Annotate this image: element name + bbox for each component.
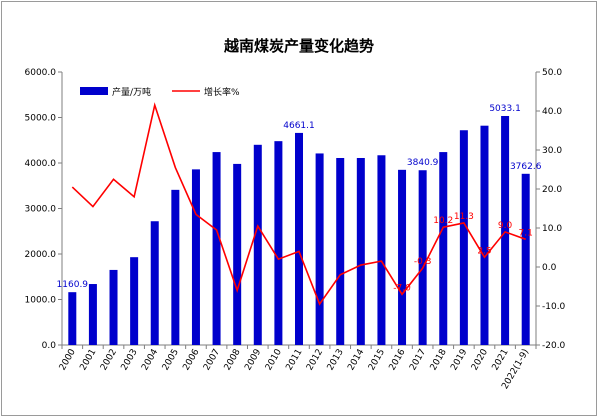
x-tick-label: 2010: [264, 347, 284, 372]
x-tick-label: 2021: [491, 347, 511, 372]
bar: [130, 257, 139, 345]
bar: [315, 153, 324, 345]
bar: [191, 169, 200, 345]
bar: [150, 221, 159, 345]
bar: [501, 115, 510, 345]
x-tick-label: 2008: [223, 347, 243, 372]
bar: [418, 170, 427, 345]
line-data-label: 9.0: [498, 221, 513, 231]
bar: [233, 163, 242, 345]
bar: [377, 155, 386, 345]
growth-line: [71, 102, 526, 306]
bar: [109, 269, 118, 345]
y-left-tick-label: 6000.0: [25, 68, 57, 78]
bar-data-label: 4661.1: [283, 121, 315, 131]
y-right-tick-label: 40.0: [542, 107, 562, 117]
bar: [274, 141, 283, 345]
x-tick-label: 2007: [202, 348, 222, 373]
bar-data-label: 5033.1: [489, 104, 521, 114]
bar-series: [68, 115, 530, 345]
x-tick-label: 2000: [58, 347, 78, 372]
x-tick-label: 2001: [78, 348, 98, 373]
legend-swatch-bar: [80, 87, 108, 95]
line-data-label: 11.3: [454, 212, 474, 222]
bar-data-label: 1160.9: [57, 280, 89, 290]
x-tick-label: 2009: [243, 347, 263, 372]
x-tick-label: 2015: [367, 348, 387, 373]
line-data-label: 10.2: [433, 216, 453, 226]
y-right-tick-label: -20.0: [542, 341, 566, 351]
bar: [398, 169, 407, 345]
x-tick-label: 2012: [305, 348, 325, 373]
legend-label-production: 产量/万吨: [112, 86, 151, 98]
bar: [459, 130, 468, 345]
bar: [439, 152, 448, 345]
x-tick-label: 2018: [429, 347, 449, 372]
bar: [68, 292, 77, 345]
legend: 产量/万吨 增长率%: [80, 86, 240, 98]
x-tick-label: 2019: [449, 347, 469, 372]
y-left-tick-label: 4000.0: [25, 159, 57, 169]
bar: [88, 284, 97, 345]
line-series: [71, 102, 526, 306]
x-tick-label: 2011: [284, 348, 304, 373]
data-labels: 1160.9 4661.1 3840.9 5033.1 3762.6 -7.0 -0.3 10…: [57, 104, 542, 293]
bar: [356, 157, 365, 345]
line-data-label: -7.0: [393, 283, 411, 293]
x-tick-label: 2014: [346, 347, 366, 372]
y-left-tick-label: 1000.0: [25, 296, 57, 306]
line-data-label: 2.5: [477, 246, 491, 256]
bar: [336, 157, 345, 345]
x-tick-label: 2004: [140, 347, 160, 372]
x-tick-label: 2016: [388, 347, 408, 372]
bar: [521, 173, 530, 345]
y-right-tick-label: 50.0: [542, 68, 562, 78]
bar-data-label: 3762.6: [510, 162, 542, 172]
y-right-tick-label: 30.0: [542, 146, 562, 156]
x-tick-label: 2002: [99, 348, 119, 373]
legend-label-growth: 增长率%: [204, 86, 240, 98]
y-left-tick-label: 3000.0: [25, 205, 57, 215]
y-right-tick-label: 0.0: [542, 263, 557, 273]
y-left-tick-label: 0.0: [42, 341, 57, 351]
bar: [212, 152, 221, 345]
y-right-tick-label: -10.0: [542, 302, 566, 312]
bar: [295, 132, 303, 345]
x-tick-label: 2003: [120, 348, 140, 373]
line-data-label: 7.1: [519, 228, 533, 238]
x-tick-label: 2005: [161, 348, 181, 373]
bar: [253, 144, 262, 345]
line-data-label: -0.3: [414, 257, 432, 267]
y-left-tick-label: 2000.0: [25, 250, 57, 260]
y-right-tick-label: 10.0: [542, 224, 562, 234]
x-tick-label: 2020: [470, 347, 490, 372]
y-left-tick-label: 5000.0: [25, 114, 57, 124]
chart-title: 越南煤炭产量变化趋势: [223, 37, 374, 55]
x-tick-label: 2017: [408, 348, 428, 373]
bar: [480, 125, 489, 345]
x-tick-label: 2013: [326, 348, 346, 373]
bar-data-label: 3840.9: [407, 158, 439, 168]
y-right-tick-label: 20.0: [542, 185, 562, 195]
x-tick-label: 2006: [181, 347, 201, 372]
bar: [171, 189, 180, 345]
